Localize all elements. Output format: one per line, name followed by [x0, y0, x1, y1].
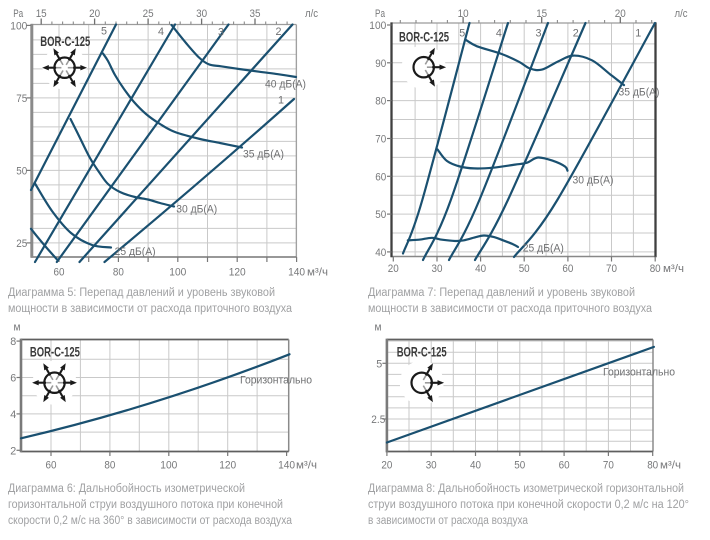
svg-text:80: 80 — [650, 263, 661, 275]
svg-text:140: 140 — [278, 460, 295, 472]
svg-text:100: 100 — [169, 267, 186, 279]
svg-text:70: 70 — [375, 134, 386, 146]
svg-text:30 дБ(А): 30 дБ(А) — [176, 204, 217, 216]
svg-text:Диаграмма 8: Дальнобойность из: Диаграмма 8: Дальнобойность изометрическ… — [368, 483, 684, 495]
svg-text:80: 80 — [647, 460, 658, 472]
svg-text:Диаграмма 5: Перепад давлений: Диаграмма 5: Перепад давлений и уровень … — [8, 287, 275, 299]
svg-text:90: 90 — [375, 58, 386, 70]
svg-text:Диаграмма 6: Дальнобойность из: Диаграмма 6: Дальнобойность изометрическ… — [8, 483, 245, 495]
svg-text:BOR-C-125: BOR-C-125 — [399, 29, 449, 45]
svg-text:3: 3 — [536, 28, 542, 40]
svg-text:скорости 0,2 м/с на 360° в зав: скорости 0,2 м/с на 360° в зависимости о… — [8, 515, 293, 527]
svg-text:м³/ч: м³/ч — [296, 460, 317, 472]
svg-text:м: м — [14, 322, 21, 334]
svg-text:м³/ч: м³/ч — [660, 460, 681, 472]
svg-text:20: 20 — [388, 263, 399, 275]
svg-text:25: 25 — [143, 8, 154, 20]
svg-text:1: 1 — [278, 95, 284, 107]
svg-text:4: 4 — [496, 28, 502, 40]
svg-text:4: 4 — [158, 26, 164, 38]
svg-text:140: 140 — [288, 267, 305, 279]
svg-text:1: 1 — [635, 28, 641, 40]
svg-text:5: 5 — [101, 26, 107, 38]
svg-text:50: 50 — [16, 165, 27, 177]
svg-text:100: 100 — [10, 20, 27, 32]
svg-text:м³/ч: м³/ч — [307, 267, 328, 279]
svg-text:70: 70 — [603, 460, 614, 472]
svg-text:80: 80 — [104, 460, 115, 472]
svg-text:5: 5 — [459, 28, 465, 40]
svg-text:8: 8 — [10, 336, 16, 348]
svg-text:50: 50 — [514, 460, 525, 472]
svg-text:струи воздушного потока при ко: струи воздушного потока при конечной ско… — [368, 499, 689, 511]
svg-text:л/с: л/с — [675, 8, 688, 20]
svg-text:30: 30 — [426, 460, 437, 472]
svg-text:60: 60 — [559, 460, 570, 472]
svg-text:20: 20 — [381, 460, 392, 472]
svg-text:10: 10 — [458, 8, 469, 20]
svg-text:BOR-C-125: BOR-C-125 — [40, 33, 90, 49]
svg-text:2: 2 — [276, 26, 282, 38]
svg-text:6: 6 — [10, 373, 16, 385]
svg-text:50: 50 — [375, 209, 386, 221]
svg-text:30: 30 — [432, 263, 443, 275]
svg-text:60: 60 — [54, 267, 65, 279]
svg-text:м³/ч: м³/ч — [663, 263, 684, 275]
svg-text:20: 20 — [89, 8, 100, 20]
svg-text:15: 15 — [536, 8, 547, 20]
svg-text:Горизонтально: Горизонтально — [603, 367, 675, 379]
svg-text:100: 100 — [369, 20, 386, 32]
svg-text:120: 120 — [229, 267, 246, 279]
svg-text:в зависимости от расхода возду: в зависимости от расхода воздуха — [368, 515, 529, 527]
svg-text:35: 35 — [250, 8, 261, 20]
svg-text:40 дБ(А): 40 дБ(А) — [265, 79, 306, 91]
svg-text:70: 70 — [606, 263, 617, 275]
svg-text:15: 15 — [36, 8, 47, 20]
svg-text:30 дБ(А): 30 дБ(А) — [573, 175, 614, 187]
svg-text:80: 80 — [113, 267, 124, 279]
svg-text:35 дБ(А): 35 дБ(А) — [243, 149, 284, 161]
svg-text:60: 60 — [562, 263, 573, 275]
svg-text:Pa: Pa — [13, 8, 24, 20]
svg-text:20: 20 — [615, 8, 626, 20]
svg-text:60: 60 — [46, 460, 57, 472]
svg-text:мощности в зависимости от рас: мощности в зависимости от расхода приточ… — [8, 303, 293, 315]
svg-text:35 дБ(А): 35 дБ(А) — [619, 87, 660, 99]
svg-text:100: 100 — [160, 460, 177, 472]
svg-text:горизонтальной струи воздушног: горизонтальной струи воздушного потока п… — [8, 499, 283, 511]
svg-text:25 дБ(А): 25 дБ(А) — [115, 246, 156, 258]
svg-text:40: 40 — [475, 263, 486, 275]
svg-text:м: м — [375, 322, 382, 334]
svg-text:50: 50 — [519, 263, 530, 275]
svg-text:2.5: 2.5 — [371, 414, 385, 426]
svg-text:Диаграмма 7: Перепад давлений: Диаграмма 7: Перепад давлений и уровень … — [368, 287, 635, 299]
svg-text:30: 30 — [196, 8, 207, 20]
svg-text:BOR-C-125: BOR-C-125 — [30, 344, 80, 360]
svg-text:25: 25 — [16, 238, 27, 250]
svg-text:мощности в зависимости от рас: мощности в зависимости от расхода приточ… — [368, 303, 653, 315]
svg-text:4: 4 — [10, 409, 16, 421]
svg-text:60: 60 — [375, 171, 386, 183]
svg-text:40: 40 — [375, 247, 386, 259]
svg-text:Горизонтально: Горизонтально — [240, 375, 312, 387]
svg-text:25 дБ(А): 25 дБ(А) — [523, 243, 564, 255]
svg-text:40: 40 — [470, 460, 481, 472]
svg-text:2: 2 — [573, 28, 579, 40]
svg-text:Pa: Pa — [375, 8, 386, 20]
svg-text:л/с: л/с — [305, 8, 318, 20]
svg-text:3: 3 — [218, 27, 224, 39]
svg-text:120: 120 — [219, 460, 236, 472]
svg-text:80: 80 — [375, 96, 386, 108]
svg-text:75: 75 — [16, 93, 27, 105]
svg-text:2: 2 — [10, 445, 16, 457]
svg-text:5: 5 — [376, 358, 382, 370]
svg-text:BOR-C-125: BOR-C-125 — [397, 344, 447, 360]
